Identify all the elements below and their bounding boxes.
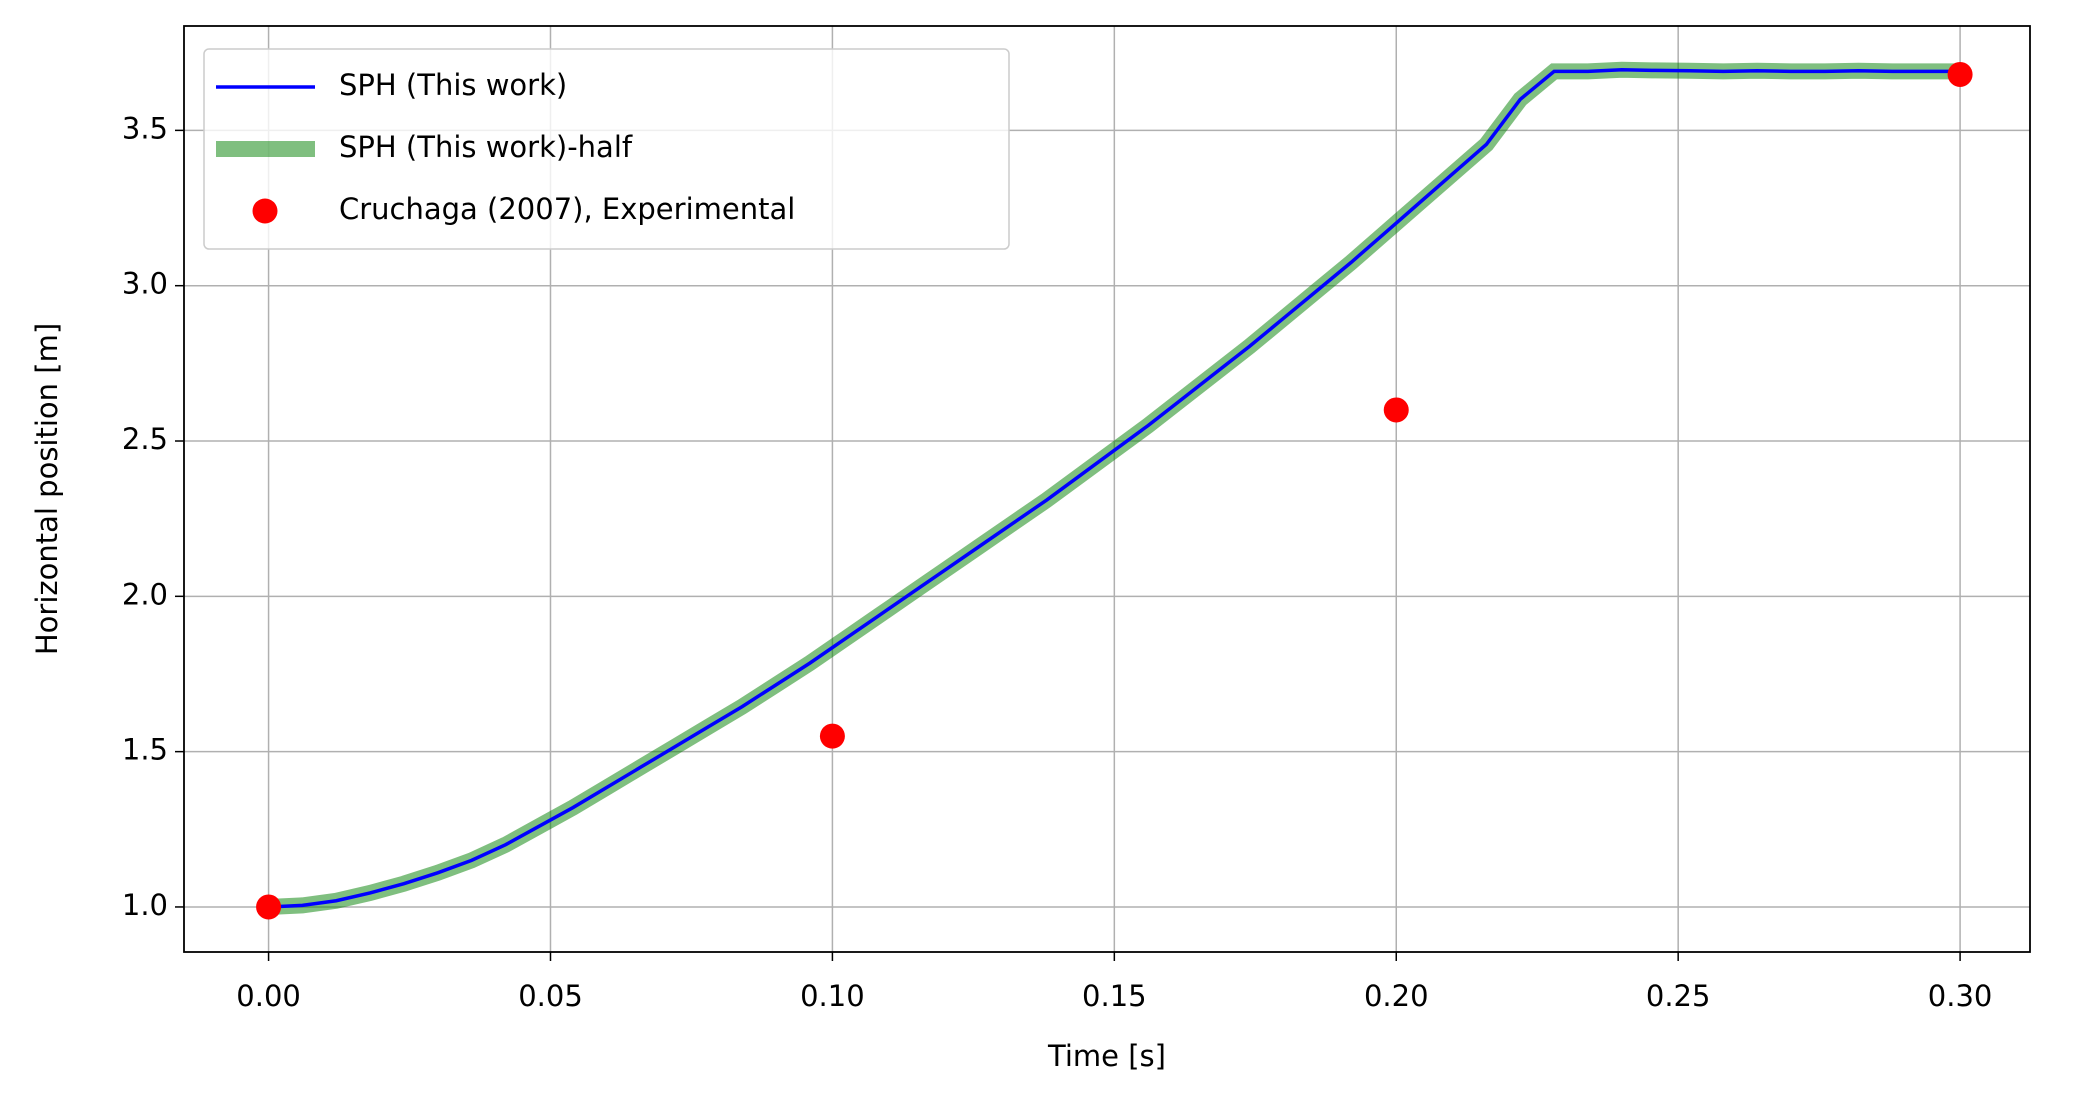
x-tick-label: 0.15	[1082, 979, 1147, 1013]
marker	[1383, 397, 1409, 423]
y-tick-label: 3.0	[122, 267, 168, 301]
plot-frame	[183, 25, 2031, 953]
legend-label: SPH (This work)-half	[339, 130, 633, 164]
y-tick-label: 1.5	[122, 733, 168, 767]
y-tick-label: 3.5	[122, 111, 168, 145]
x-tick-label: 0.25	[1646, 979, 1711, 1013]
x-tick-label: 0.00	[236, 979, 301, 1013]
y-tick-label: 2.5	[122, 422, 168, 456]
y-tick-label: 2.0	[122, 577, 168, 611]
x-axis-label: Time [s]	[1047, 1039, 1166, 1073]
marker	[256, 894, 282, 920]
y-tick-label: 1.0	[122, 888, 168, 922]
marker	[819, 723, 845, 749]
legend-label: Cruchaga (2007), Experimental	[339, 192, 795, 226]
x-tick-label: 0.20	[1364, 979, 1429, 1013]
line	[268, 68, 1961, 909]
y-axis-label: Horizontal position [m]	[30, 323, 64, 655]
legend-box	[203, 48, 1010, 250]
x-tick-label: 0.05	[518, 979, 583, 1013]
x-tick-label: 0.30	[1928, 979, 1993, 1013]
legend-label: SPH (This work)	[339, 68, 567, 102]
x-tick-label: 0.10	[800, 979, 865, 1013]
legend-marker	[252, 198, 278, 224]
marker	[1947, 61, 1973, 87]
